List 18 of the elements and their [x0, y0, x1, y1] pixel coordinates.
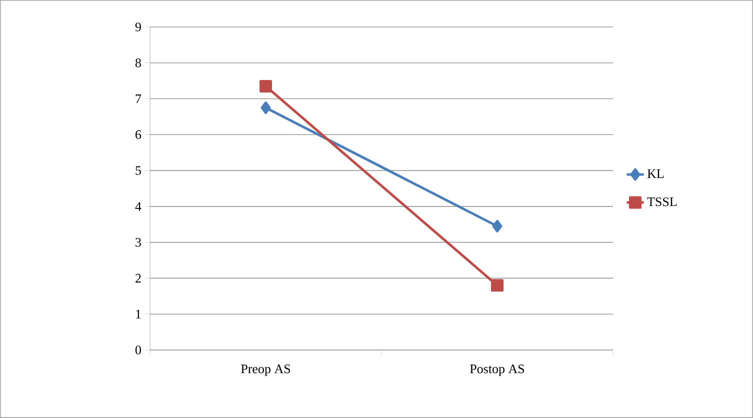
y-tick-label: 6 [136, 130, 142, 140]
y-tick-label: 7 [136, 94, 142, 104]
y-tick-label: 5 [136, 166, 141, 175]
y-tick-label: 9 [135, 22, 141, 32]
x-tick-label: Preop AS [241, 364, 290, 376]
y-tick-label: 3 [136, 238, 141, 247]
point [490, 279, 504, 292]
y-tick-label: 4 [135, 202, 142, 211]
point [260, 101, 271, 114]
point [492, 220, 502, 232]
point [260, 80, 272, 92]
legend-label: TSSL [647, 197, 677, 206]
y-tick-label: 8 [135, 58, 141, 68]
legend-label: KL [647, 169, 664, 178]
x-tick-label: Postop AS [470, 364, 524, 376]
y-tick-label: 0 [135, 346, 141, 354]
y-tick-label: 2 [136, 274, 141, 283]
y-tick-label: 1 [136, 310, 141, 318]
